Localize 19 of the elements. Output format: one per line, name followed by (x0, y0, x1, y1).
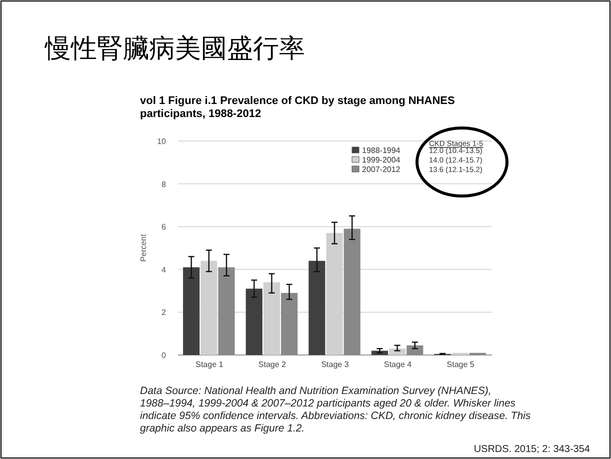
y-tick-label: 2 (162, 308, 167, 318)
x-tick-label: Stage 1 (196, 360, 224, 369)
y-tick-label: 10 (157, 137, 167, 146)
y-tick-label: 4 (162, 265, 167, 274)
x-tick-label: Stage 4 (384, 360, 412, 369)
y-tick-label: 0 (162, 351, 167, 360)
text: USRDS. 2015; 2: 343-354 (474, 444, 590, 455)
x-tick-label: Stage 2 (258, 360, 287, 369)
x-tick-label: Stage 5 (446, 360, 475, 369)
legend-label: 1999-2004 (362, 156, 401, 164)
legend-label: 1988-1994 (362, 146, 401, 155)
x-tick-label: Stage 3 (321, 360, 350, 369)
y-axis-title: Percent (139, 233, 148, 262)
chart-subtitle: vol 1 Figure i.1 Prevalence of CKD by stage among NHANES participants, 1988-2012 (140, 95, 455, 120)
chart-title: 慢性腎臟病美國盛行率 (44, 34, 305, 63)
y-tick-label: 6 (162, 222, 167, 232)
y-tick-label: 8 (162, 180, 167, 189)
source-note: Data Source: National Health and Nutrition Examination Survey (NHANES), 1988–1994, 1999-2004 & 2007–2012 participants aged 20 & older. Whisker lines indicate 95% confidence intervals. Abbreviations: CKD, chronic kidney disease. This graphic also appears as Figure 1.2. (140, 385, 532, 434)
legend-label: 2007-2012 (362, 165, 401, 174)
